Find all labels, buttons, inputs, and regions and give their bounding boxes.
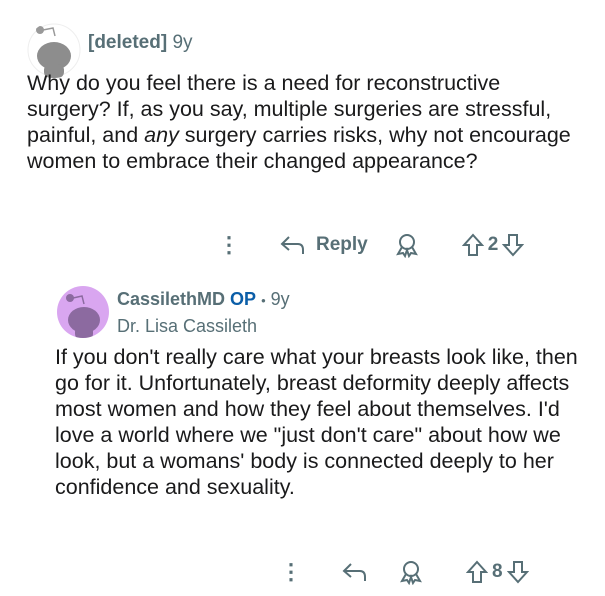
reply-age: 9y xyxy=(270,289,290,309)
op-badge: OP xyxy=(230,289,257,309)
reply-actions: ⋮ 8 xyxy=(280,557,529,587)
vote-count: 2 xyxy=(487,234,499,255)
award-icon[interactable] xyxy=(398,559,424,585)
reply-button[interactable]: Reply xyxy=(280,234,368,256)
more-options-icon[interactable]: ⋮ xyxy=(280,559,302,584)
downvote-icon[interactable] xyxy=(502,233,525,257)
comment-age: 9y xyxy=(172,32,193,53)
award-icon[interactable] xyxy=(394,232,420,258)
comment-author[interactable]: [deleted] xyxy=(88,32,168,53)
more-options-icon[interactable]: ⋮ xyxy=(218,232,240,257)
reply-icon[interactable] xyxy=(342,561,368,583)
reply-icon xyxy=(280,236,304,254)
reply-body: If you don't really care what your breas… xyxy=(55,345,578,499)
comment-body: Why do you feel there is a need for reco… xyxy=(27,70,587,174)
avatar[interactable] xyxy=(26,22,82,78)
snoo-avatar-icon xyxy=(66,294,100,338)
reply-label: Reply xyxy=(316,234,368,255)
downvote-icon[interactable] xyxy=(506,560,529,584)
user-flair: Dr. Lisa Cassileth xyxy=(117,316,258,336)
upvote-icon[interactable] xyxy=(466,560,488,584)
upvote-icon[interactable] xyxy=(461,233,484,257)
reply-avatar[interactable] xyxy=(57,286,109,338)
snoo-avatar-icon xyxy=(27,23,81,78)
comment-text-rest: surgery carries risks, why not encourage… xyxy=(27,123,571,173)
vote-count: 8 xyxy=(492,561,503,582)
comment-actions: ⋮ Reply 2 xyxy=(218,230,525,260)
comment-emphasis: any xyxy=(144,123,179,147)
reply-author[interactable]: CassilethMD xyxy=(117,289,226,309)
comment-text: Why do you feel there is a need for reco… xyxy=(27,71,552,147)
separator: • xyxy=(261,293,266,308)
